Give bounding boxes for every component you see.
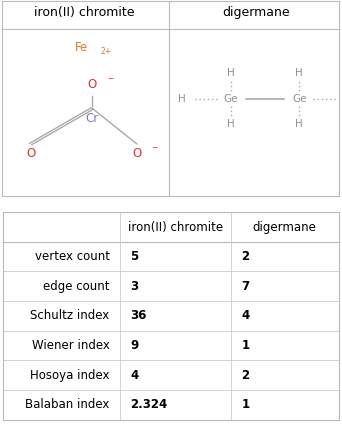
Text: vertex count: vertex count: [35, 250, 110, 263]
Text: 1: 1: [241, 339, 249, 352]
Text: 1: 1: [241, 398, 249, 411]
Text: H: H: [227, 68, 235, 78]
Text: 2: 2: [241, 250, 249, 263]
Text: Fe: Fe: [75, 41, 89, 54]
Text: Ge: Ge: [224, 94, 238, 103]
Text: O: O: [132, 147, 142, 160]
Text: O: O: [26, 147, 36, 160]
Text: Ge: Ge: [292, 94, 306, 103]
Text: 4: 4: [241, 310, 250, 322]
Text: iron(II) chromite: iron(II) chromite: [128, 220, 223, 234]
Text: Schultz index: Schultz index: [30, 310, 110, 322]
Text: digermane: digermane: [222, 6, 289, 20]
Text: 3: 3: [130, 280, 139, 293]
Text: H: H: [295, 68, 303, 78]
Text: 36: 36: [130, 310, 147, 322]
Text: iron(II) chromite: iron(II) chromite: [35, 6, 135, 20]
Text: O: O: [88, 78, 97, 91]
Text: Cr: Cr: [86, 112, 99, 125]
Text: 2+: 2+: [101, 47, 112, 56]
Text: edge count: edge count: [43, 280, 110, 293]
Text: Balaban index: Balaban index: [25, 398, 110, 411]
Text: 2: 2: [241, 369, 249, 382]
Text: −: −: [107, 74, 114, 84]
Text: H: H: [227, 119, 235, 129]
Text: −: −: [152, 143, 158, 152]
Text: H: H: [178, 94, 186, 103]
Text: 4: 4: [130, 369, 139, 382]
Text: H: H: [295, 119, 303, 129]
Text: 7: 7: [241, 280, 249, 293]
Text: digermane: digermane: [253, 220, 317, 234]
Text: Wiener index: Wiener index: [32, 339, 110, 352]
Text: 2.324: 2.324: [130, 398, 168, 411]
Text: 5: 5: [130, 250, 139, 263]
Text: Hosoya index: Hosoya index: [30, 369, 110, 382]
Text: 9: 9: [130, 339, 139, 352]
